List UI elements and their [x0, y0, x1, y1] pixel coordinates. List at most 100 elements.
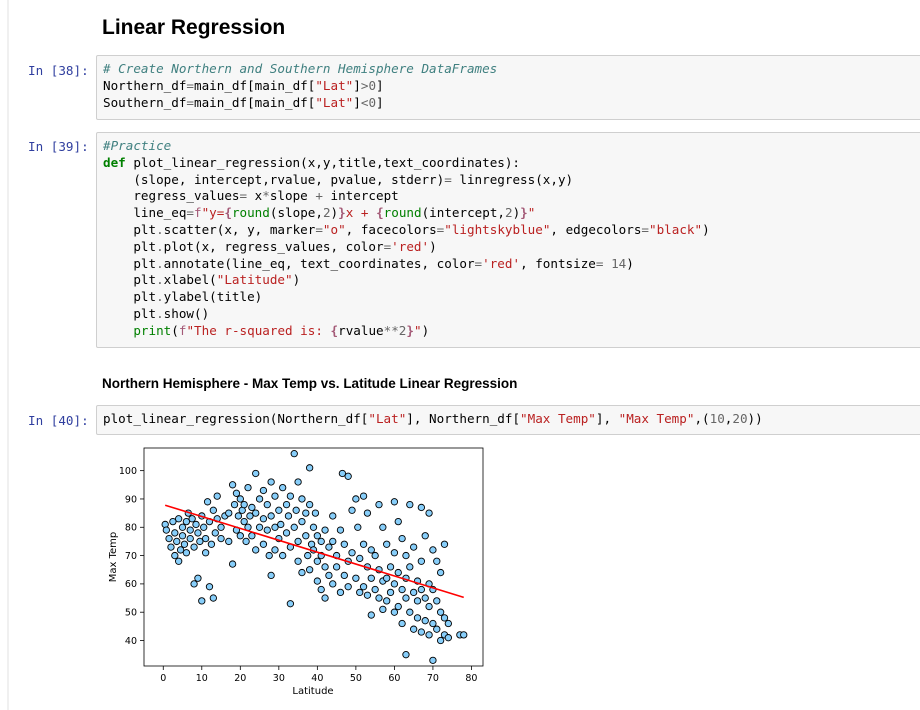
data-point [344, 472, 352, 480]
data-point [178, 532, 187, 540]
data-point [305, 566, 314, 574]
data-point [167, 543, 175, 551]
regression-line [164, 504, 464, 599]
data-point [413, 597, 422, 605]
data-point [311, 509, 320, 517]
data-point [371, 585, 379, 594]
data-point [194, 574, 202, 582]
data-point [186, 526, 194, 534]
data-point [267, 571, 275, 580]
data-point [236, 495, 244, 503]
data-point [336, 588, 345, 597]
x-tick-label: 0 [160, 673, 166, 684]
data-point [252, 546, 260, 554]
y-axis-label: Max Temp [108, 532, 119, 583]
scatter-plot: 0 10 20 30 40 50 60 70 80 40 50 60 70 80 90 100 Latitu… [108, 447, 484, 697]
data-point [340, 571, 348, 580]
data-point [325, 571, 333, 580]
data-point [173, 537, 181, 546]
data-point [363, 509, 372, 517]
data-point [259, 486, 268, 495]
data-point [356, 588, 364, 597]
data-point [162, 526, 170, 534]
code-cell-39[interactable]: #Practice def plot_linear_regression(x,y,… [96, 132, 920, 348]
data-point [444, 634, 452, 642]
data-point [290, 450, 298, 458]
data-point [313, 577, 322, 585]
data-point [352, 495, 360, 503]
data-point [417, 585, 426, 594]
data-point [294, 557, 302, 565]
data-point [228, 481, 237, 489]
y-tick-label: 60 [125, 579, 137, 590]
x-tick-label: 70 [427, 673, 439, 684]
data-point [417, 503, 426, 512]
data-point [277, 520, 285, 529]
data-point [304, 551, 312, 560]
data-point [252, 469, 260, 478]
code-cell-40[interactable]: plot_linear_regression(Northern_df["Lat"… [96, 405, 920, 435]
data-point [367, 574, 375, 582]
data-point [259, 540, 268, 548]
data-point [417, 557, 426, 565]
data-point [417, 628, 426, 636]
data-point [329, 512, 337, 520]
data-point [406, 500, 414, 509]
y-axis-ticks: 40 50 60 70 80 90 100 [119, 466, 144, 647]
data-point [213, 492, 221, 500]
data-point [282, 500, 291, 509]
data-point [259, 515, 268, 523]
data-point [356, 554, 364, 563]
data-point [282, 529, 291, 537]
data-point [203, 498, 212, 506]
data-point [398, 534, 406, 543]
data-point [302, 509, 310, 517]
data-point [217, 534, 225, 543]
data-point [348, 506, 356, 514]
data-point [313, 557, 322, 565]
data-point [390, 580, 399, 588]
data-point [313, 532, 322, 540]
data-point [302, 532, 310, 540]
y-tick-label: 80 [125, 523, 137, 534]
data-point [175, 557, 183, 565]
data-point [363, 591, 372, 599]
data-point [279, 483, 287, 492]
cell-38-prompt: In [38]: [28, 63, 89, 78]
data-point [290, 523, 298, 531]
data-point [375, 594, 383, 602]
y-tick-label: 70 [125, 551, 137, 562]
data-point [433, 625, 441, 633]
data-point [367, 546, 375, 554]
data-point [402, 594, 410, 602]
data-point [205, 583, 214, 591]
data-point [248, 503, 256, 512]
data-point [359, 540, 368, 548]
data-point [271, 523, 279, 531]
data-point [429, 656, 437, 664]
data-point [402, 551, 410, 560]
data-point [317, 585, 325, 594]
data-point [267, 512, 275, 520]
section-heading: Northern Hemisphere - Max Temp vs. Latit… [102, 376, 518, 391]
data-point [398, 619, 406, 628]
data-point [371, 551, 379, 560]
x-tick-label: 40 [311, 673, 323, 684]
data-point [402, 651, 410, 659]
data-point [294, 478, 302, 486]
data-point [200, 523, 208, 531]
y-tick-label: 90 [125, 494, 137, 505]
data-point [436, 608, 445, 616]
code-cell-38[interactable]: # Create Northern and Southern Hemispher… [96, 55, 920, 120]
data-point [433, 557, 441, 565]
cell-selection-rail [7, 0, 9, 710]
x-axis-label: Latitude [292, 686, 333, 697]
data-point [201, 549, 210, 557]
data-point [271, 546, 279, 554]
page-title: Linear Regression [102, 16, 286, 39]
data-point [217, 523, 225, 531]
data-point [386, 588, 395, 597]
y-tick-label: 100 [119, 466, 137, 477]
data-point [267, 478, 275, 486]
cell-40-prompt: In [40]: [28, 413, 89, 428]
